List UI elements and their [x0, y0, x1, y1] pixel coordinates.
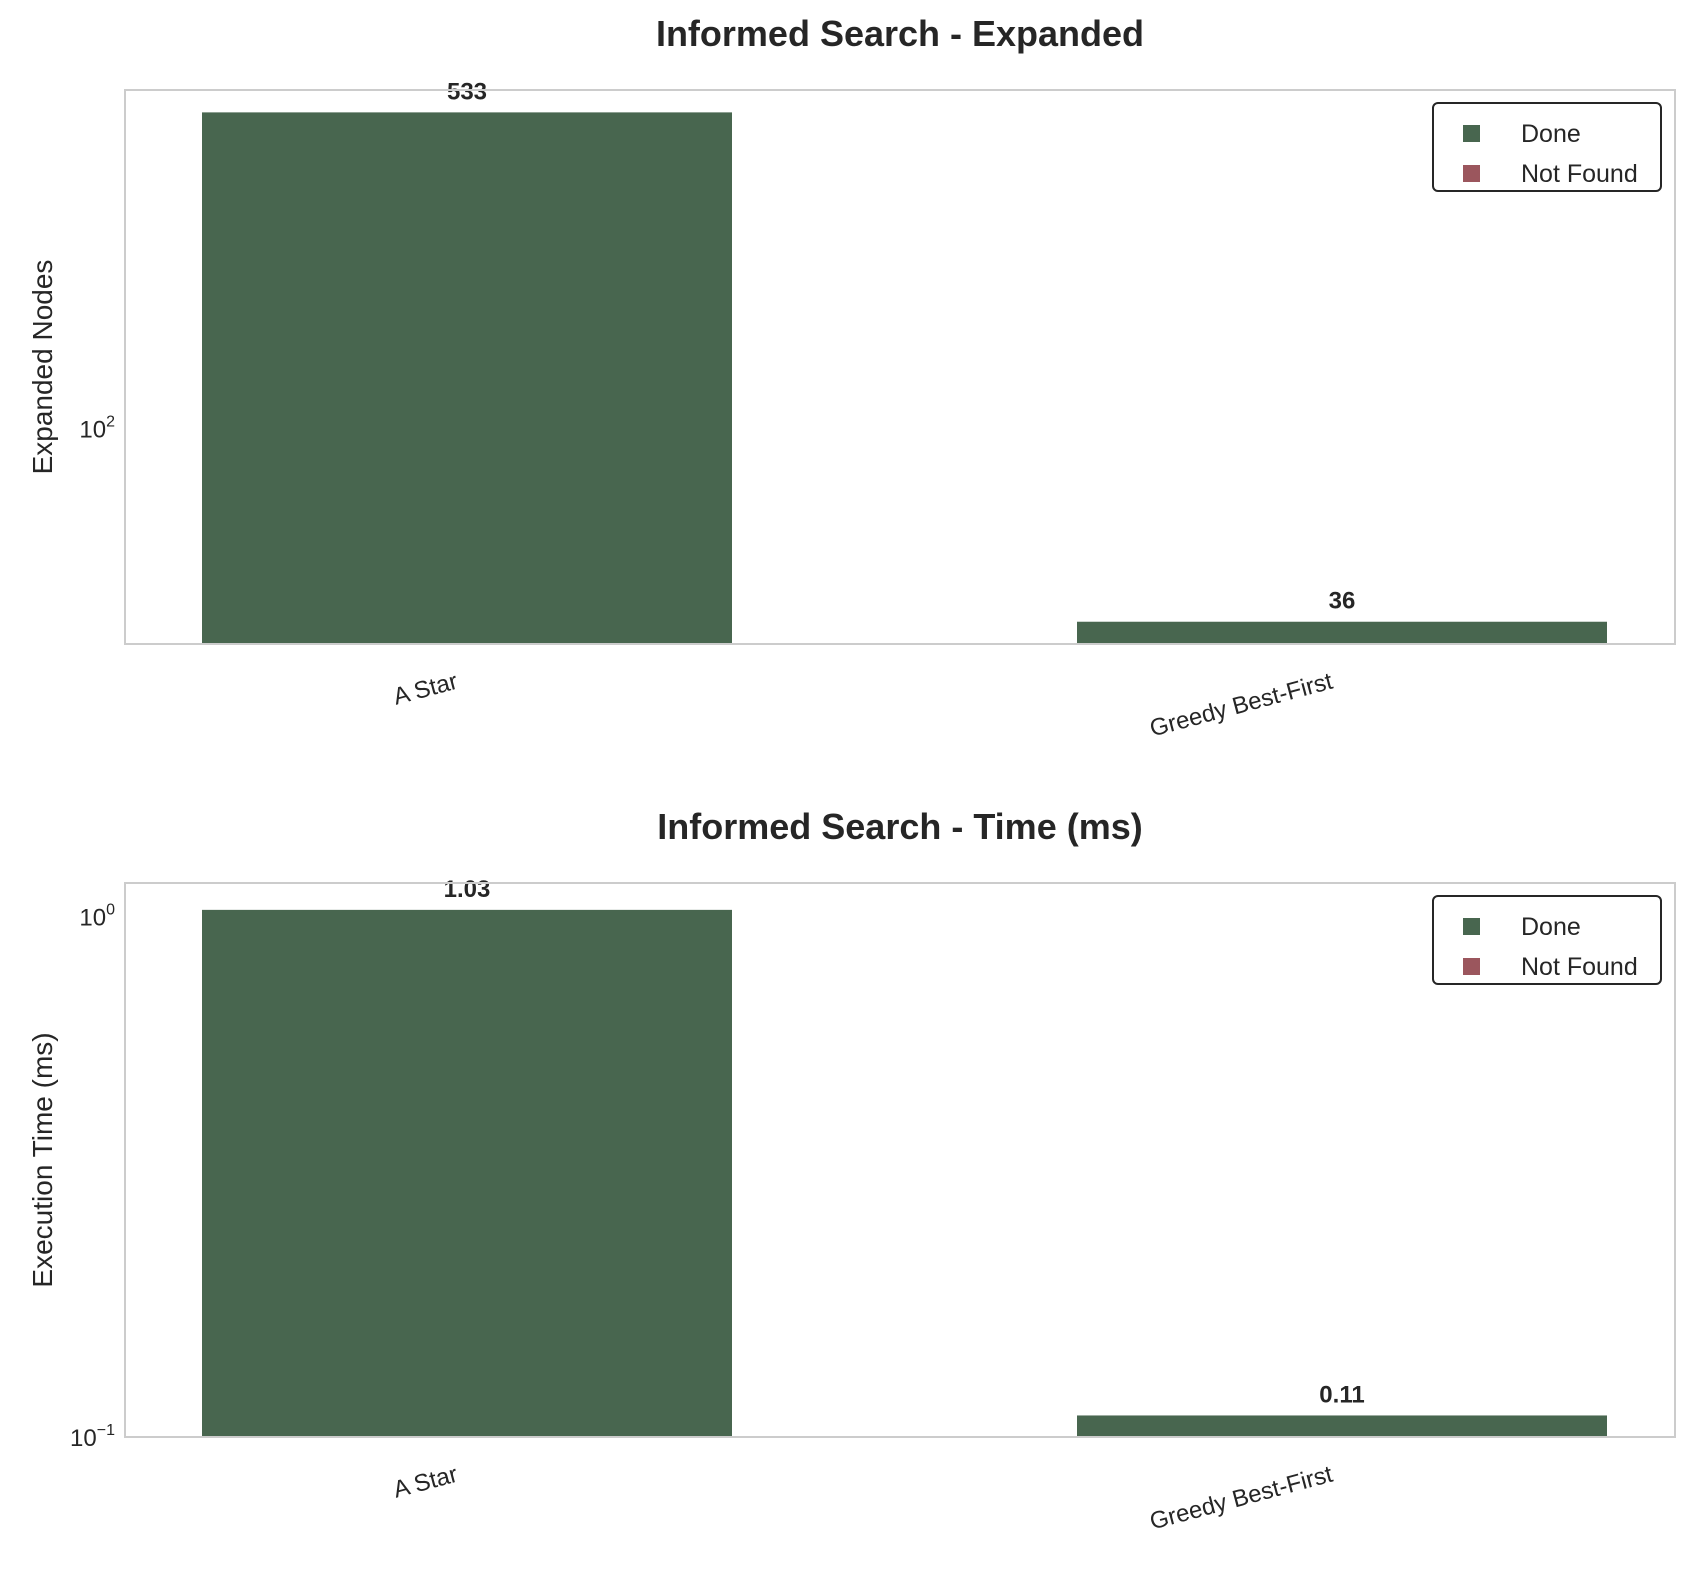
chart-title: Informed Search - Expanded: [656, 13, 1144, 54]
legend: Done Not Found: [1432, 895, 1662, 985]
legend-swatch-not-found: [1463, 165, 1480, 182]
data-label: 0.11: [1319, 1381, 1364, 1408]
legend-swatch-not-found: [1463, 958, 1480, 975]
bar-a-star: [202, 112, 732, 644]
legend-swatch-done: [1463, 125, 1480, 142]
y-tick-exponent: 2: [106, 414, 115, 431]
chart-execution-time-svg: Informed Search - Time (ms) Execution Tim…: [27, 806, 1676, 1536]
x-tick-label: Greedy Best-First: [1147, 668, 1336, 743]
y-tick-base: 10: [70, 1425, 97, 1452]
legend-box: [1432, 895, 1662, 985]
y-tick-exponent: 0: [106, 902, 115, 919]
legend-swatch-done: [1463, 918, 1480, 935]
y-tick-base: 10: [79, 417, 106, 444]
chart-title: Informed Search - Time (ms): [657, 806, 1142, 847]
y-tick-label: 102: [79, 414, 115, 444]
x-tick-label: A Star: [390, 668, 460, 711]
legend-label: Not Found: [1521, 160, 1638, 188]
data-label: 533: [447, 78, 487, 105]
y-tick-exponent: −1: [97, 1422, 115, 1439]
x-tick-label: A Star: [390, 1461, 460, 1504]
y-axis-label: Execution Time (ms): [27, 1032, 58, 1287]
data-label: 1.03: [444, 876, 491, 903]
chart-execution-time: Informed Search - Time (ms) Execution Tim…: [0, 793, 1693, 1586]
x-tick-label: Greedy Best-First: [1147, 1461, 1336, 1536]
legend-box: [1432, 102, 1662, 192]
y-axis-label: Expanded Nodes: [27, 260, 58, 475]
data-label: 36: [1329, 588, 1356, 615]
y-tick-label: 10−1: [70, 1422, 115, 1452]
legend: Done Not Found: [1432, 102, 1662, 192]
legend-label: Done: [1521, 913, 1581, 941]
plot-frame: [124, 89, 1676, 645]
legend-label: Done: [1521, 120, 1581, 148]
bar-greedy-best-first: [1077, 621, 1607, 644]
y-tick-label: 100: [79, 902, 115, 932]
legend-label: Not Found: [1521, 953, 1638, 981]
chart-expanded-nodes: Informed Search - Expanded Expanded Nodes…: [27, 13, 1676, 743]
chart-expanded-nodes-svg: Informed Search - Expanded Expanded Nodes…: [27, 13, 1676, 743]
plot-frame: [124, 882, 1676, 1438]
y-tick-base: 10: [79, 905, 106, 932]
bar-a-star: [202, 909, 732, 1437]
bar-greedy-best-first: [1077, 1415, 1607, 1437]
